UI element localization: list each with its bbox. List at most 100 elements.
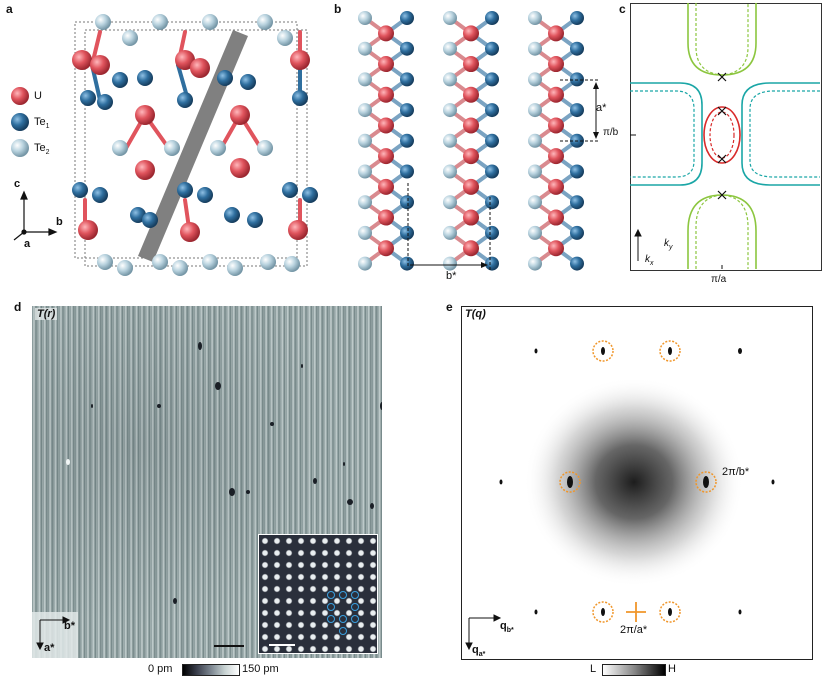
te1-atom	[400, 41, 414, 56]
pi-over-b-label: π/b	[603, 127, 619, 138]
te2-atom	[528, 225, 542, 240]
te1-atom	[400, 195, 414, 210]
te1-atom	[570, 225, 584, 240]
panel-label-d: d	[14, 300, 22, 314]
te2-atom	[443, 11, 457, 25]
panel-label-a: a	[6, 2, 13, 16]
axis-c-label: c	[14, 178, 21, 190]
fourier-transform-e	[465, 340, 775, 651]
te1-atom	[485, 11, 499, 25]
u-atom	[548, 148, 564, 165]
te2-atom	[358, 195, 372, 210]
te2-atom	[528, 103, 542, 118]
ky-label: ky	[664, 238, 673, 251]
colorbar-min-label: 0 pm	[148, 663, 173, 675]
axes-d	[36, 616, 71, 651]
te1-atom	[570, 72, 584, 87]
te1-atom	[570, 11, 584, 25]
d-b-star-label: b*	[64, 620, 75, 632]
te2-atom	[443, 41, 457, 56]
u-atom	[548, 56, 564, 73]
te2-atom	[528, 41, 542, 56]
te2-atom	[528, 133, 542, 148]
u-atom	[463, 86, 479, 103]
panel-label-b: b	[334, 2, 342, 16]
te1-atom	[570, 103, 584, 118]
panel-label-e: e	[446, 300, 453, 314]
te1-atom	[400, 164, 414, 179]
te1-atom	[400, 256, 414, 271]
te2-atom	[528, 256, 542, 271]
te1-atom	[400, 11, 414, 25]
u-atom	[378, 209, 394, 226]
te2-atom	[358, 72, 372, 87]
bragg-peak-circles	[559, 340, 717, 623]
u-atom	[463, 25, 479, 42]
te1-atom	[570, 256, 584, 271]
u-atom	[548, 117, 564, 134]
u-atom	[378, 56, 394, 73]
legend-u-atom	[11, 87, 29, 105]
u-atom	[548, 25, 564, 42]
te2-atom	[528, 11, 542, 25]
te1-atom	[485, 72, 499, 87]
axis-b-label: b	[56, 216, 63, 228]
te2-atom	[358, 256, 372, 271]
legend-te1-atom	[11, 113, 29, 131]
te2-atom	[443, 103, 457, 118]
stm-defects	[66, 342, 382, 604]
fermi-surface-frame	[630, 3, 822, 271]
u-atom	[548, 209, 564, 226]
te2-atom	[528, 72, 542, 87]
te1-atom	[485, 225, 499, 240]
te1-atom	[570, 164, 584, 179]
u-atom	[463, 178, 479, 195]
label-2pi-a: 2π/a*	[620, 624, 648, 636]
axes-triad	[13, 190, 58, 241]
d-a-star-label: a*	[44, 642, 55, 654]
b-star-label: b*	[446, 270, 457, 282]
qb-label: qb*	[500, 620, 514, 635]
te2-atom	[528, 195, 542, 210]
fft-colorbar-low: L	[590, 663, 597, 675]
u-atom	[463, 148, 479, 165]
fft-colorbar	[602, 664, 666, 676]
te1-atom	[400, 225, 414, 240]
panel-label-c: c	[619, 2, 626, 16]
stm-colorbar	[182, 664, 240, 676]
u-atom	[378, 240, 394, 257]
u-atom	[378, 86, 394, 103]
te2-atom	[443, 72, 457, 87]
legend-te1-label: Te1	[34, 116, 50, 131]
te2-atom	[443, 133, 457, 148]
te2-atom	[443, 256, 457, 271]
te2-atom	[358, 133, 372, 148]
te1-atom	[485, 103, 499, 118]
u-atom	[378, 148, 394, 165]
te2-atom	[358, 41, 372, 56]
pi-over-a-label: π/a	[711, 274, 727, 285]
legend-te2-label: Te2	[34, 142, 50, 157]
te1-atom	[485, 256, 499, 271]
te1-atom	[570, 41, 584, 56]
q-star-marker	[626, 602, 646, 622]
fermi-surface-c	[630, 3, 820, 269]
legend-u-label: U	[34, 90, 42, 102]
slab-plane	[138, 30, 248, 262]
te2-atom	[528, 164, 542, 179]
kx-label: kx	[645, 254, 654, 267]
u-atom	[378, 178, 394, 195]
fft-colorbar-high: H	[668, 663, 676, 675]
te2-atom	[443, 225, 457, 240]
legend-te2-atom	[11, 139, 29, 157]
axis-a-label: a	[24, 238, 31, 250]
central-blob	[524, 377, 744, 587]
te1-atom	[400, 133, 414, 148]
a-star-label: a*	[596, 102, 607, 114]
u-atom	[548, 86, 564, 103]
te1-atom	[400, 103, 414, 118]
u-atom	[548, 240, 564, 257]
te2-atom	[358, 11, 372, 25]
u-atom	[463, 240, 479, 257]
scale-bar	[214, 645, 244, 647]
